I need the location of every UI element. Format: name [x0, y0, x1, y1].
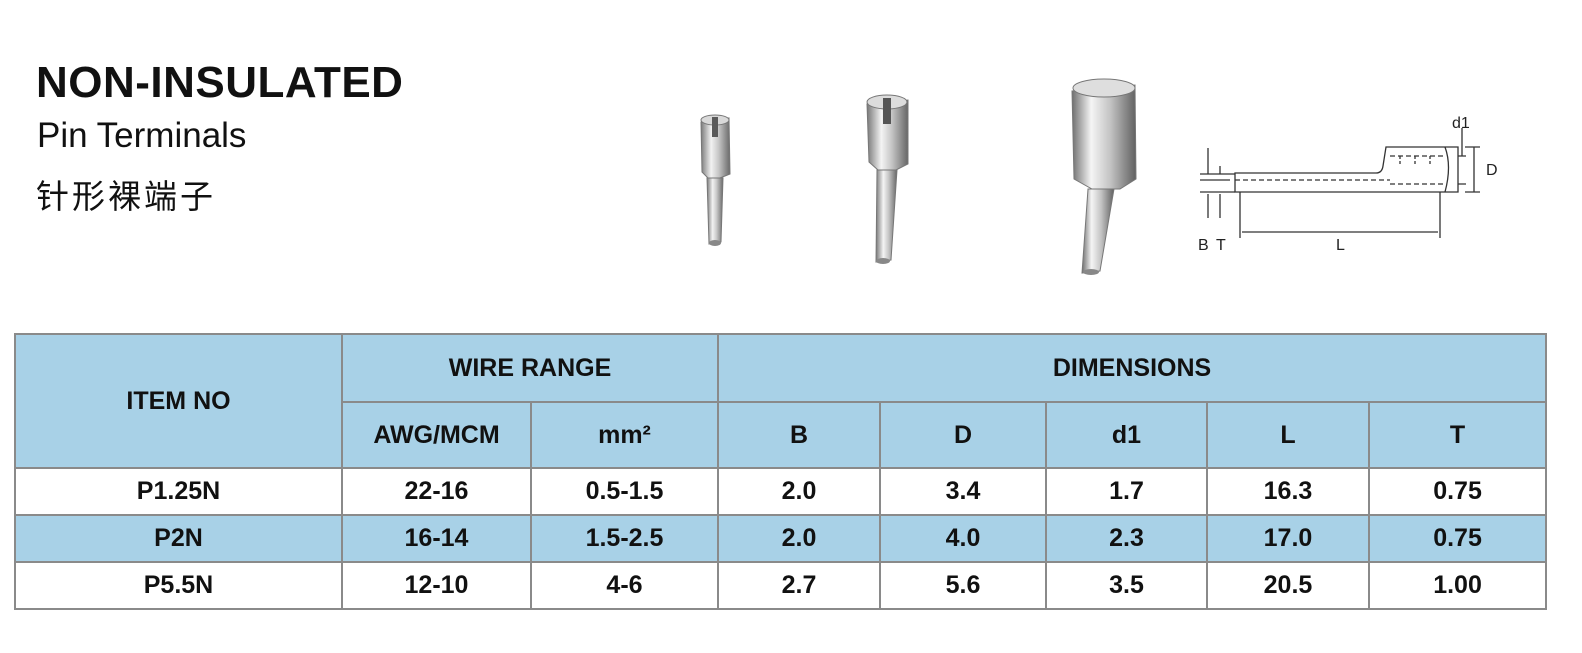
cell-item: P5.5N — [14, 561, 343, 610]
cell-b: 2.7 — [717, 561, 881, 610]
cell-t: 0.75 — [1367, 467, 1548, 516]
subheader-d1: d1 — [1045, 401, 1208, 469]
cell-b: 2.0 — [717, 514, 881, 563]
subheader-d: D — [879, 401, 1047, 469]
cell-d: 5.6 — [879, 561, 1047, 610]
subheader-mm2: mm² — [530, 401, 719, 469]
cell-d1: 2.3 — [1045, 514, 1208, 563]
cell-mm2: 4-6 — [530, 561, 719, 610]
cell-l: 20.5 — [1206, 561, 1370, 610]
header-item-no: ITEM NO — [14, 333, 343, 469]
pin-terminal-large-image — [1071, 78, 1137, 275]
subheader-t: T — [1367, 401, 1548, 469]
cell-awg: 16-14 — [341, 514, 532, 563]
cell-l: 16.3 — [1206, 467, 1370, 516]
diagram-label-d1: d1 — [1452, 115, 1470, 132]
spec-table: ITEM NO WIRE RANGE DIMENSIONS AWG/MCM mm… — [14, 333, 1548, 610]
cell-item: P2N — [14, 514, 343, 563]
pin-terminal-small-image — [700, 114, 731, 246]
cell-mm2: 1.5-2.5 — [530, 514, 719, 563]
dimension-diagram: d1 D B T L — [1198, 115, 1498, 254]
subheader-awg: AWG/MCM — [341, 401, 532, 469]
cell-d: 3.4 — [879, 467, 1047, 516]
cell-d1: 1.7 — [1045, 467, 1208, 516]
cell-item: P1.25N — [14, 467, 343, 516]
cell-awg: 12-10 — [341, 561, 532, 610]
diagram-label-b: B — [1198, 237, 1209, 254]
page-subtitle: Pin Terminals — [37, 116, 247, 155]
diagram-label-t: T — [1216, 237, 1226, 254]
subheader-b: B — [717, 401, 881, 469]
pin-terminal-medium-image — [866, 94, 909, 264]
cell-t: 0.75 — [1367, 514, 1548, 563]
page-title-chinese: 针形裸端子 — [36, 177, 216, 216]
cell-d1: 3.5 — [1045, 561, 1208, 610]
cell-t: 1.00 — [1367, 561, 1548, 610]
cell-d: 4.0 — [879, 514, 1047, 563]
cell-l: 17.0 — [1206, 514, 1370, 563]
header-dimensions: DIMENSIONS — [716, 333, 1548, 403]
cell-awg: 22-16 — [341, 467, 532, 516]
diagram-label-d: D — [1486, 162, 1498, 179]
page-title: NON-INSULATED — [36, 58, 404, 107]
diagram-label-l: L — [1336, 237, 1345, 254]
cell-b: 2.0 — [717, 467, 881, 516]
table-row: P2N 16-14 1.5-2.5 2.0 4.0 2.3 17.0 0.75 — [14, 514, 1548, 563]
table-row: P5.5N 12-10 4-6 2.7 5.6 3.5 20.5 1.00 — [14, 561, 1548, 610]
header-wire-range: WIRE RANGE — [341, 333, 719, 403]
cell-mm2: 0.5-1.5 — [530, 467, 719, 516]
table-row: P1.25N 22-16 0.5-1.5 2.0 3.4 1.7 16.3 0.… — [14, 467, 1548, 516]
subheader-l: L — [1206, 401, 1370, 469]
